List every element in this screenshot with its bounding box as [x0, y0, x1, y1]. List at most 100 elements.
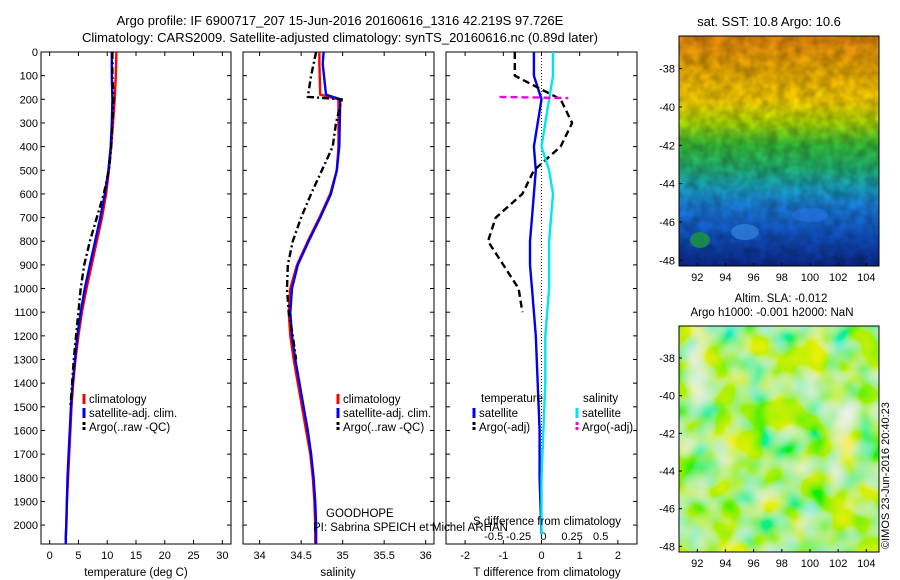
salinity-xtick-label: 35 — [337, 550, 349, 562]
temperature-series — [64, 52, 118, 544]
salinity-xlabel: salinity — [320, 567, 355, 579]
sla_map-xtick-label: 96 — [748, 558, 760, 570]
depth-tick-label: 100 — [20, 71, 38, 83]
depth-tick-label: 1800 — [14, 473, 38, 485]
axis-ticks: 0 5 10 15 20 25 300100200300400500600700800900… — [14, 47, 637, 562]
sst-heatmap — [678, 35, 880, 267]
sst_map-ytick-label: -46 — [659, 217, 675, 229]
sst_map-ytick-label: -40 — [659, 102, 675, 114]
temperature-xtick-label: 0 — [47, 550, 53, 562]
pi-annotation: PI: Sabrina SPEICH et Michel ARHAN — [313, 522, 508, 534]
salinity-diff-tick-label: -0.5 — [484, 531, 503, 543]
sst_map-xtick-label: 96 — [748, 272, 760, 284]
sst_map-ytick-label: -44 — [659, 179, 675, 191]
salinity-legend-climatology-label: climatology — [343, 394, 401, 406]
sla-heatmap — [678, 325, 880, 553]
sst_map-xtick-label: 92 — [691, 272, 703, 284]
salinity-diff-tick-label: -0.25 — [506, 531, 531, 543]
sla_map-xtick-label: 98 — [776, 558, 788, 570]
temperature-xlabel: temperature (deg C) — [84, 567, 188, 579]
sla_map-ytick-label: -44 — [659, 466, 675, 478]
sla-map-title-line2: Argo h1000: -0.001 h2000: NaN — [690, 307, 853, 319]
sst_map-ytick-label: -42 — [659, 140, 675, 152]
sla_map-ytick-label: -48 — [659, 541, 675, 553]
depth-tick-label: 1200 — [14, 331, 38, 343]
sst-map-ticks: 92 94 96 98 100 102 104 -38 -40 -42 -44 -46 -48 — [659, 64, 875, 284]
difference-legend-header-salinity: salinity — [583, 393, 618, 405]
salinity-line-satellite-adj-clim- — [289, 52, 342, 544]
depth-tick-label: 2000 — [14, 520, 38, 532]
depth-tick-label: 1400 — [14, 378, 38, 390]
sst_map-xtick-label: 94 — [719, 272, 731, 284]
temperature-xtick-label: 10 — [101, 550, 113, 562]
difference-xtick-label: 0 — [538, 550, 544, 562]
figure-title-line2: Climatology: CARS2009. Satellite-adjuste… — [82, 30, 598, 45]
sla_map-xtick-label: 104 — [857, 558, 875, 570]
depth-tick-label: 800 — [20, 236, 38, 248]
sst_map-ytick-label: -48 — [659, 255, 675, 267]
sla_map-ytick-label: -46 — [659, 504, 675, 516]
difference-xtick-label: -1 — [498, 550, 508, 562]
sla_map-ytick-label: -40 — [659, 391, 675, 403]
depth-tick-label: 200 — [20, 94, 38, 106]
temperature-xtick-label: 30 — [216, 550, 228, 562]
difference-xtick-label: 1 — [577, 550, 583, 562]
difference-line-argo-adj- — [486, 52, 574, 313]
salinity-diff-tick-label: 0.5 — [593, 531, 608, 543]
sst_map-xtick-label: 100 — [801, 272, 819, 284]
sla_map-xtick-label: 92 — [691, 558, 703, 570]
salinity-xtick-label: 34 — [253, 550, 265, 562]
salinity-xtick-label: 36 — [420, 550, 432, 562]
sla-map-ticks: 92 94 96 98 100 102 104 -38 -40 -42 -44 -46 -48 — [659, 353, 875, 570]
depth-tick-label: 1100 — [14, 307, 38, 319]
temperature-line-satellite-adj-clim- — [64, 52, 114, 544]
sla_map-xtick-label: 94 — [719, 558, 731, 570]
sst_map-xtick-label: 104 — [857, 272, 875, 284]
difference-series — [486, 52, 574, 544]
temperature-xtick-label: 25 — [187, 550, 199, 562]
difference-line-argo-adj- — [499, 95, 569, 100]
salinity-series — [285, 52, 343, 544]
difference-xtick-label: -2 — [460, 550, 470, 562]
difference-line-satellite — [540, 52, 555, 535]
depth-tick-label: 1900 — [14, 496, 38, 508]
depth-tick-label: 600 — [20, 189, 38, 201]
depth-tick-label: 400 — [20, 142, 38, 154]
sst-map-title: sat. SST: 10.8 Argo: 10.6 — [697, 14, 841, 29]
difference-xlabel: T difference from climatology — [473, 567, 620, 579]
difference-legend-s-satellite-label: satellite — [582, 408, 621, 420]
temperature-legend-satellite-label: satellite-adj. clim. — [89, 408, 177, 420]
project-annotation: GOODHOPE — [326, 508, 394, 520]
salinity-xtick-label: 34.5 — [290, 550, 311, 562]
difference-xlabel-top: S difference from climatology — [473, 516, 621, 528]
temperature-xtick-label: 15 — [130, 550, 142, 562]
salinity-legend-satellite-label: satellite-adj. clim. — [343, 408, 431, 420]
temperature-legend-argo-label: Argo(..raw -QC) — [89, 422, 170, 434]
temperature-xtick-label: 5 — [75, 550, 81, 562]
salinity-diff-tick-label: 0.25 — [561, 531, 582, 543]
depth-tick-label: 1500 — [14, 402, 38, 414]
sla_map-ytick-label: -42 — [659, 428, 675, 440]
sst_map-xtick-label: 98 — [776, 272, 788, 284]
salinity-axes — [242, 51, 435, 545]
difference-legend-t-argo-label: Argo(-adj) — [479, 422, 530, 434]
depth-tick-label: 1700 — [14, 449, 38, 461]
difference-legend-s-argo-label: Argo(-adj) — [582, 422, 633, 434]
salinity-diff-tick-label: 0 — [540, 531, 546, 543]
temperature-xtick-label: 20 — [159, 550, 171, 562]
temperature-line-climatology — [64, 52, 118, 544]
depth-tick-label: 700 — [20, 213, 38, 225]
difference-xtick-label: 2 — [615, 550, 621, 562]
depth-tick-label: 1300 — [14, 355, 38, 367]
sla_map-ytick-label: -38 — [659, 353, 675, 365]
legends: climatology satellite-adj. clim. Argo(..ra… — [82, 393, 633, 434]
difference-line-satellite — [528, 52, 543, 535]
difference-legend-header-temperature: temperature — [481, 393, 543, 405]
depth-tick-label: 300 — [20, 118, 38, 130]
sla-map-title-line1: Altim. SLA: -0.012 — [735, 293, 828, 305]
difference-legend-t-satellite-label: satellite — [479, 408, 518, 420]
temperature-legend-climatology-label: climatology — [89, 394, 147, 406]
depth-tick-label: 900 — [20, 260, 38, 272]
salinity-line-argo-raw-qc- — [285, 52, 343, 360]
